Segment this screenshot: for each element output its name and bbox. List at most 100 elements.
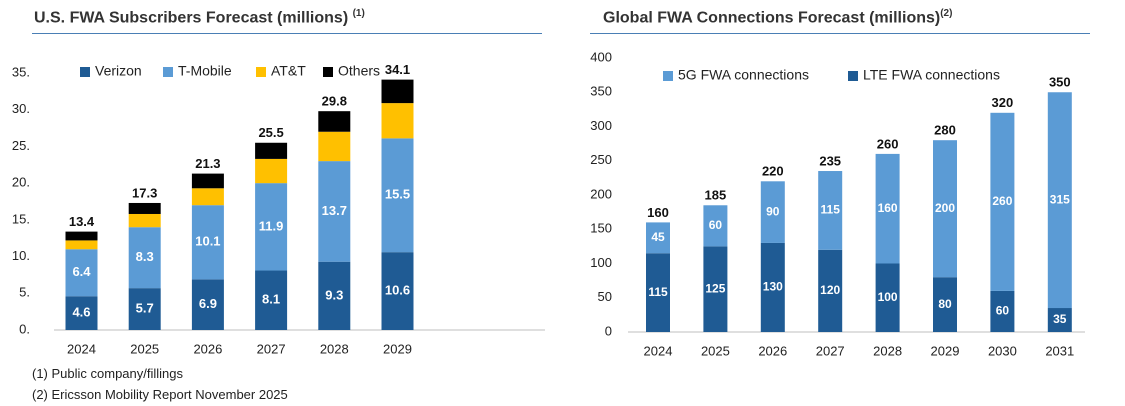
us-legend-swatch — [256, 67, 266, 77]
global-ytick-label: 200 — [590, 186, 612, 201]
global-bar-lte-fwa-connections — [1047, 308, 1072, 332]
footnote-2: (2) Ericsson Mobility Report November 20… — [32, 387, 288, 402]
us-legend-label: Verizon — [95, 63, 142, 79]
us-total-label: 29.8 — [322, 94, 347, 109]
us-bar-others — [65, 231, 98, 241]
us-total-label: 17.3 — [132, 185, 157, 200]
global-ytick-label: 50 — [598, 289, 612, 304]
us-bar-verizon — [65, 296, 98, 330]
global-total-label: 160 — [647, 205, 669, 220]
us-ytick-label: 15. — [12, 211, 30, 226]
us-segment-label: 5.7 — [136, 301, 154, 316]
global-bar-lte-fwa-connections — [646, 253, 670, 332]
us-legend-label: AT&T — [271, 63, 306, 79]
global-bar-lte-fwa-connections — [990, 290, 1015, 332]
us-x-tick-label: 2025 — [130, 341, 159, 356]
global-segment-label: 115 — [648, 285, 668, 299]
us-bar-t-mobile — [128, 227, 161, 289]
global-total-label: 220 — [762, 164, 784, 179]
us-bar-at-t — [381, 103, 414, 139]
global-bar-lte-fwa-connections — [875, 263, 900, 332]
us-x-tick-label: 2028 — [320, 341, 349, 356]
global-ytick-label: 150 — [590, 221, 612, 236]
global-total-label: 185 — [705, 188, 727, 203]
us-ytick-label: 35. — [12, 64, 30, 79]
global-segment-label: 130 — [763, 280, 783, 294]
global-segment-label: 35 — [1053, 312, 1067, 326]
global-bar-lte-fwa-connections — [818, 249, 843, 332]
us-bar-at-t — [318, 131, 351, 162]
global-bar-lte-fwa-connections — [703, 246, 728, 332]
us-bar-verizon — [191, 279, 224, 330]
us-segment-label: 4.6 — [72, 305, 90, 320]
global-segment-label: 60 — [996, 304, 1010, 318]
global-bar-5g-fwa-connections — [933, 140, 957, 278]
global-bar-5g-fwa-connections — [703, 205, 728, 247]
us-bar-t-mobile — [318, 161, 351, 262]
global-x-tick-label: 2029 — [931, 343, 960, 358]
us-legend-label: Others — [338, 63, 380, 79]
us-chart-title: U.S. FWA Subscribers Forecast (millions)… — [34, 8, 365, 27]
global-legend-label: LTE FWA connections — [863, 67, 1000, 83]
global-ytick-label: 400 — [590, 49, 612, 64]
global-segment-label: 100 — [878, 290, 898, 304]
global-segment-label: 260 — [992, 194, 1012, 208]
us-segment-label: 6.4 — [72, 264, 91, 279]
global-bar-5g-fwa-connections — [646, 222, 670, 254]
global-legend-swatch — [663, 71, 673, 81]
global-segment-label: 315 — [1050, 192, 1070, 206]
us-ytick-label: 5. — [19, 285, 30, 300]
global-bar-5g-fwa-connections — [1047, 92, 1072, 309]
global-ytick-label: 100 — [590, 255, 612, 270]
global-x-tick-label: 2026 — [758, 343, 787, 358]
global-x-tick-label: 2025 — [701, 343, 730, 358]
us-legend-swatch — [80, 67, 90, 77]
us-x-tick-label: 2024 — [67, 341, 96, 356]
global-chart-title-rule — [590, 33, 1090, 34]
us-chart-title-text: U.S. FWA Subscribers Forecast (millions) — [34, 9, 349, 27]
global-bar-lte-fwa-connections — [760, 242, 785, 332]
global-chart-title-note: (2) — [940, 8, 953, 19]
global-total-label: 280 — [934, 123, 956, 138]
us-bar-verizon — [128, 288, 161, 330]
global-ytick-label: 250 — [590, 152, 612, 167]
global-segment-label: 45 — [651, 230, 665, 244]
us-legend-label: T-Mobile — [178, 63, 232, 79]
global-chart-title: Global FWA Connections Forecast (million… — [603, 8, 952, 27]
us-bar-others — [128, 202, 161, 214]
us-bar-others — [255, 142, 288, 159]
global-total-label: 350 — [1049, 75, 1071, 90]
global-total-label: 320 — [992, 95, 1014, 110]
global-ytick-label: 0 — [605, 323, 612, 338]
us-total-label: 25.5 — [258, 125, 283, 140]
us-bar-at-t — [255, 158, 288, 184]
us-x-tick-label: 2027 — [257, 341, 286, 356]
us-ytick-label: 0. — [19, 321, 30, 336]
us-bar-t-mobile — [255, 183, 288, 271]
footnote-1: (1) Public company/fillings — [32, 366, 184, 381]
us-segment-label: 13.7 — [322, 203, 347, 218]
us-total-label: 13.4 — [69, 214, 95, 229]
us-bar-others — [381, 79, 414, 104]
global-bar-5g-fwa-connections — [875, 153, 900, 264]
global-ytick-label: 300 — [590, 118, 612, 133]
global-segment-label: 115 — [821, 203, 841, 217]
global-x-tick-label: 2028 — [873, 343, 902, 358]
global-bar-lte-fwa-connections — [933, 277, 957, 332]
global-legend-swatch — [848, 71, 858, 81]
us-segment-label: 11.9 — [259, 218, 284, 233]
global-x-tick-label: 2027 — [816, 343, 845, 358]
global-segment-label: 90 — [766, 204, 780, 218]
global-segment-label: 200 — [935, 201, 955, 215]
global-total-label: 260 — [877, 136, 899, 151]
global-bar-5g-fwa-connections — [990, 112, 1015, 291]
us-segment-label: 10.1 — [195, 234, 220, 249]
global-x-tick-label: 2031 — [1045, 343, 1074, 358]
us-segment-label: 8.1 — [262, 292, 280, 307]
us-legend-swatch — [163, 67, 173, 77]
global-bar-5g-fwa-connections — [818, 171, 843, 250]
global-x-tick-label: 2024 — [644, 343, 673, 358]
global-segment-label: 80 — [938, 297, 952, 311]
us-bar-t-mobile — [381, 138, 414, 253]
us-x-tick-label: 2029 — [383, 341, 412, 356]
